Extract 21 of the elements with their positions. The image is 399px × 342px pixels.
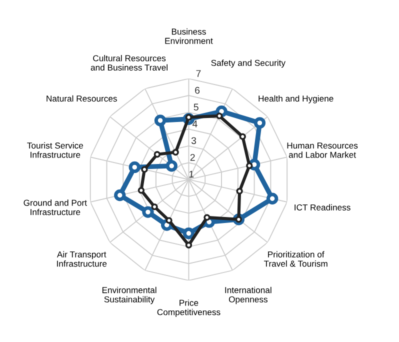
spoke-label: ICT Readiness <box>294 204 350 210</box>
spoke-label: Human Resources and Labor Market <box>287 142 358 158</box>
spoke-label: Business Environment <box>165 28 213 44</box>
spoke-label: Prioritization of Travel & Tourism <box>264 251 328 267</box>
y-tick-label: 3 <box>191 137 196 144</box>
spoke-label: Ground and Port Infrastructure <box>24 200 87 216</box>
y-tick-label: 2 <box>190 154 195 161</box>
spoke-label: Tourist Service Infrastructure <box>27 142 84 158</box>
spoke-label: Cultural Resources and Business Travel <box>90 54 168 71</box>
spoke-label: Air Transport Infrastructure <box>56 251 107 267</box>
y-tick-label: 4 <box>192 120 198 128</box>
spoke-label: International Openness <box>225 286 272 304</box>
spoke-label: Natural Resources <box>46 95 117 102</box>
spoke-label: Safety and Security <box>211 60 286 68</box>
spoke-label: Health and Hygiene <box>258 95 334 104</box>
spoke-label: Environmental Sustainability <box>102 286 156 304</box>
spoke-label: Price Competitiveness <box>157 300 220 317</box>
y-tick-label: 1 <box>189 170 194 178</box>
y-tick-label: 6 <box>195 86 200 94</box>
y-tick-label: 7 <box>196 70 201 77</box>
y-tick-label: 5 <box>194 104 198 111</box>
